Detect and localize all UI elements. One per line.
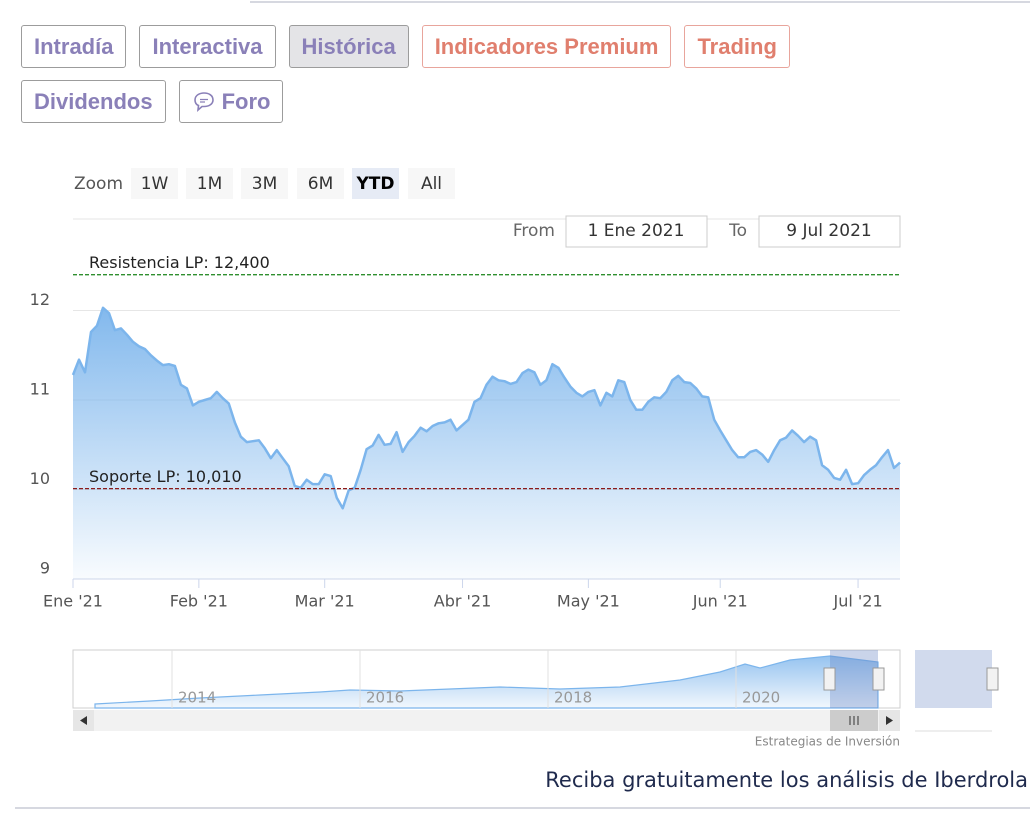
x-tick-label: Mar '21 xyxy=(295,592,355,611)
plot-line-label: Soporte LP: 10,010 xyxy=(89,467,242,486)
credits: Estrategias de Inversión xyxy=(755,735,900,749)
tab-label[interactable]: Foro xyxy=(221,88,271,114)
x-tick-label: Abr '21 xyxy=(434,592,492,611)
zoom-button-label[interactable]: 1M xyxy=(197,174,222,194)
scrollbar-track[interactable] xyxy=(73,710,900,731)
navigator-selection[interactable] xyxy=(830,650,878,708)
x-tick-label: Ene '21 xyxy=(43,592,103,611)
tab-label[interactable]: Dividendos xyxy=(34,88,153,114)
from-value[interactable]: 1 Ene 2021 xyxy=(588,221,685,241)
area-fill xyxy=(73,307,900,579)
tab-label[interactable]: Indicadores Premium xyxy=(434,33,659,59)
zoom-button[interactable] xyxy=(408,168,455,199)
zoom-button-label[interactable]: 1W xyxy=(141,174,169,194)
chat-icon xyxy=(193,91,214,112)
x-tick-label: Feb '21 xyxy=(170,592,228,611)
zoom-button-label[interactable]: 3M xyxy=(252,174,277,194)
tab[interactable]: Interactiva xyxy=(139,25,276,68)
navigator-label: 2016 xyxy=(366,689,404,707)
tab-label[interactable]: Histórica xyxy=(301,33,396,59)
from-label: From xyxy=(513,221,555,241)
zoom-button[interactable] xyxy=(297,168,344,199)
from-input[interactable] xyxy=(565,215,708,248)
navigator: 2014 2016 2018 2020 xyxy=(72,649,999,732)
x-tick-label: Jun '21 xyxy=(692,592,748,611)
y-tick-label: 12 xyxy=(30,290,50,309)
to-input[interactable] xyxy=(758,215,901,248)
zoom-label: Zoom xyxy=(74,174,123,194)
x-tick-label: May '21 xyxy=(557,592,620,611)
y-tick-label: 10 xyxy=(30,469,50,488)
tab-label[interactable]: Trading xyxy=(697,33,777,59)
to-value[interactable]: 9 Jul 2021 xyxy=(786,221,871,241)
navigator-label: 2014 xyxy=(178,689,216,707)
footer-link[interactable]: Reciba gratuitamente los análisis de Ibe… xyxy=(545,768,1028,792)
zoom-button-label[interactable]: 6M xyxy=(308,174,333,194)
tab-bar: Intradía Interactiva Histórica Indicadores … xyxy=(21,25,901,123)
zoom-button[interactable] xyxy=(186,168,233,199)
arrow-left xyxy=(80,716,87,725)
navigator-label: 2020 xyxy=(742,689,780,707)
zoom-button-label[interactable]: All xyxy=(421,174,442,194)
arrow-right xyxy=(886,716,893,725)
zoom-button[interactable] xyxy=(241,168,288,199)
zoom-button[interactable] xyxy=(352,168,399,199)
zoom-button-label[interactable]: YTD xyxy=(355,174,394,194)
to-label: To xyxy=(728,221,747,241)
tab[interactable]: Indicadores Premium xyxy=(421,25,672,68)
navigator-overflow xyxy=(915,650,992,708)
thumb-grip xyxy=(849,716,859,725)
tab[interactable]: Foro xyxy=(178,80,284,123)
navigator-handle[interactable] xyxy=(872,667,885,691)
tab[interactable]: Dividendos xyxy=(21,80,166,123)
navigator-label: 2018 xyxy=(554,689,592,707)
price-line xyxy=(71,306,901,510)
tab[interactable]: Histórica xyxy=(288,25,409,68)
tab[interactable]: Trading xyxy=(684,25,790,68)
navigator-handle[interactable] xyxy=(986,667,999,691)
y-tick-label: 9 xyxy=(40,559,50,578)
zoom-button[interactable] xyxy=(131,168,178,199)
navigator-handle[interactable] xyxy=(823,667,836,691)
tab[interactable]: Intradía xyxy=(21,25,127,68)
range-selector: Zoom From 1 Ene 2021 To 9 Jul 2021 1W 1M 3… xyxy=(73,168,901,248)
tab-label[interactable]: Interactiva xyxy=(152,33,263,59)
x-tick-label: Jul '21 xyxy=(832,592,882,611)
plot-line-label: Resistencia LP: 12,400 xyxy=(89,253,270,272)
y-tick-label: 11 xyxy=(30,380,50,399)
navigator-area xyxy=(94,655,879,709)
tab-label[interactable]: Intradía xyxy=(34,33,114,59)
